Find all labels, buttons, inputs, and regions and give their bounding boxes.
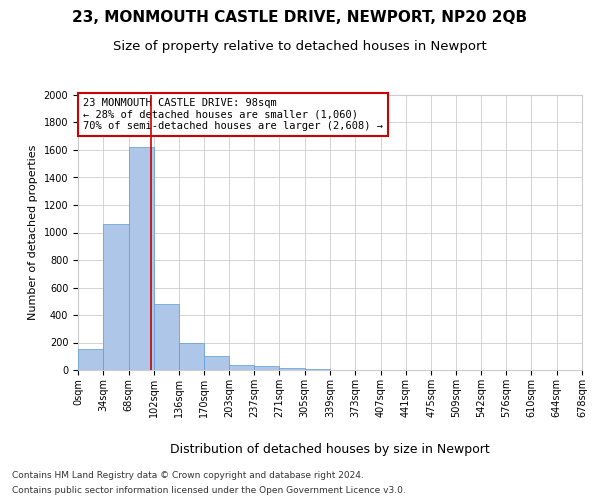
- Bar: [254, 366, 280, 370]
- Bar: [78, 350, 103, 370]
- Bar: [205, 356, 229, 370]
- Text: 23, MONMOUTH CASTLE DRIVE, NEWPORT, NP20 2QB: 23, MONMOUTH CASTLE DRIVE, NEWPORT, NP20…: [73, 10, 527, 25]
- Bar: [179, 342, 205, 370]
- Text: 23 MONMOUTH CASTLE DRIVE: 98sqm
← 28% of detached houses are smaller (1,060)
70%: 23 MONMOUTH CASTLE DRIVE: 98sqm ← 28% of…: [83, 98, 383, 131]
- Bar: [154, 304, 179, 370]
- Bar: [103, 224, 128, 370]
- Text: Contains HM Land Registry data © Crown copyright and database right 2024.: Contains HM Land Registry data © Crown c…: [12, 471, 364, 480]
- Text: Distribution of detached houses by size in Newport: Distribution of detached houses by size …: [170, 442, 490, 456]
- Bar: [229, 365, 254, 370]
- Bar: [280, 368, 305, 370]
- Text: Size of property relative to detached houses in Newport: Size of property relative to detached ho…: [113, 40, 487, 53]
- Bar: [128, 147, 154, 370]
- Text: Contains public sector information licensed under the Open Government Licence v3: Contains public sector information licen…: [12, 486, 406, 495]
- Y-axis label: Number of detached properties: Number of detached properties: [28, 145, 38, 320]
